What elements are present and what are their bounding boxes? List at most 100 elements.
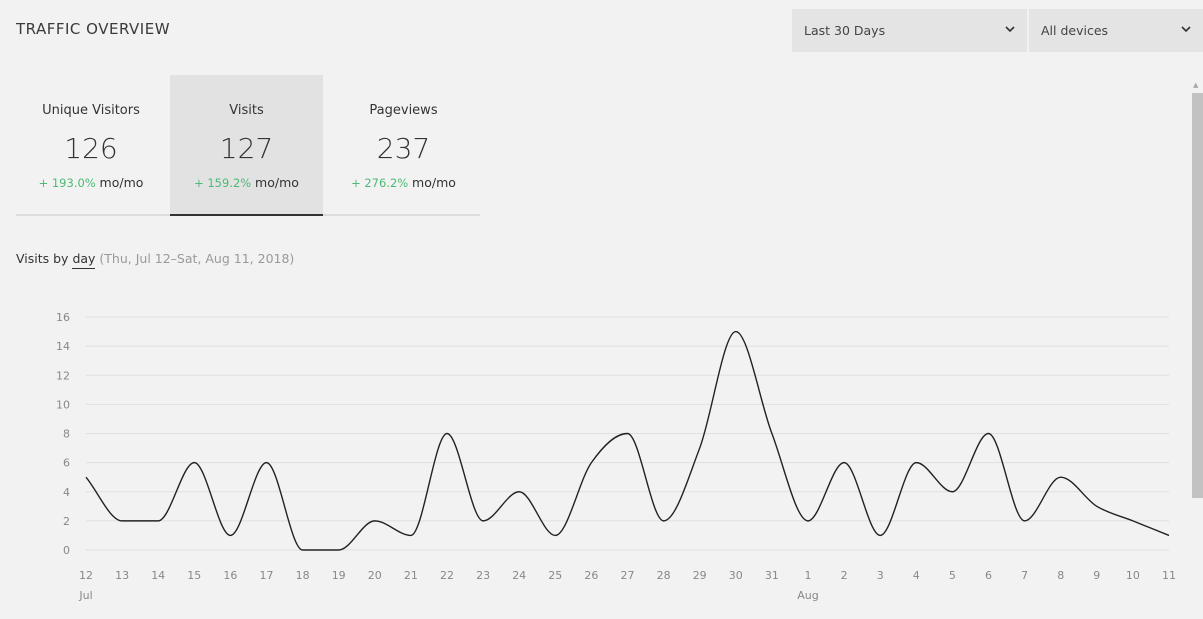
device-label: All devices <box>1041 23 1109 38</box>
x-tick-label: 8 <box>1057 569 1064 582</box>
data-point <box>734 330 737 333</box>
x-tick-label: 30 <box>729 569 743 582</box>
x-tick-label: 19 <box>332 569 346 582</box>
x-tick-label: 9 <box>1093 569 1100 582</box>
x-tick-label: 17 <box>260 569 274 582</box>
metric-change-unit: mo/mo <box>412 175 456 190</box>
metric-change-pct: + 159.2% <box>194 176 252 190</box>
date-range-label: Last 30 Days <box>804 23 886 38</box>
data-point <box>121 519 124 522</box>
metric-change-unit: mo/mo <box>99 175 144 190</box>
granularity-link[interactable]: day <box>72 251 96 269</box>
data-point <box>301 549 304 552</box>
data-point <box>337 549 340 552</box>
x-tick-label: 16 <box>223 569 237 582</box>
metric-value: 237 <box>376 132 431 165</box>
metric-tab-pageviews[interactable]: Pageviews 237 + 276.2% mo/mo <box>327 75 480 216</box>
metric-change: + 193.0% mo/mo <box>16 175 166 190</box>
data-point <box>373 519 376 522</box>
data-point <box>770 432 773 435</box>
data-point <box>554 534 557 537</box>
metric-value: 126 <box>64 132 118 165</box>
x-tick-label: 7 <box>1021 569 1028 582</box>
data-point <box>409 534 412 537</box>
metric-change: + 276.2% mo/mo <box>327 175 480 190</box>
data-point <box>807 519 810 522</box>
scroll-up-icon[interactable]: ▲ <box>1193 81 1199 89</box>
data-point <box>879 534 882 537</box>
y-tick-label: 6 <box>63 457 70 470</box>
x-tick-label: 12 <box>79 569 93 582</box>
metric-label: Unique Visitors <box>42 103 140 118</box>
x-tick-label: 11 <box>1162 569 1176 582</box>
y-tick-label: 8 <box>63 428 70 441</box>
x-tick-label: 20 <box>368 569 382 582</box>
data-point <box>85 476 88 479</box>
data-point <box>1023 519 1026 522</box>
x-tick-label: 23 <box>476 569 490 582</box>
page-title: TRAFFIC OVERVIEW <box>16 20 171 38</box>
y-tick-label: 14 <box>56 340 70 353</box>
data-point <box>987 432 990 435</box>
x-tick-label: 1 <box>805 569 812 582</box>
data-point <box>193 461 196 464</box>
metric-label: Pageviews <box>369 103 438 118</box>
date-range-select[interactable]: Last 30 Days <box>792 9 1027 52</box>
y-tick-label: 4 <box>63 486 70 499</box>
data-point <box>157 519 160 522</box>
data-point <box>951 490 954 493</box>
x-tick-label: 25 <box>548 569 562 582</box>
data-point <box>446 432 449 435</box>
data-point <box>843 461 846 464</box>
chart-subtitle: Visits by day (Thu, Jul 12–Sat, Aug 11, … <box>16 251 295 269</box>
x-tick-label: 29 <box>693 569 707 582</box>
x-tick-label: 26 <box>584 569 598 582</box>
metric-tab-visits[interactable]: Visits 127 + 159.2% mo/mo <box>170 75 323 216</box>
x-tick-label: 5 <box>949 569 956 582</box>
metric-change-pct: + 276.2% <box>351 176 409 190</box>
metric-change: + 159.2% mo/mo <box>170 175 323 190</box>
data-point <box>590 461 593 464</box>
y-tick-label: 16 <box>56 311 70 324</box>
y-tick-label: 12 <box>56 369 70 382</box>
month-label: Jul <box>78 589 92 602</box>
x-tick-label: 27 <box>621 569 635 582</box>
scrollbar-thumb[interactable] <box>1192 93 1203 498</box>
series-line <box>85 330 1170 551</box>
subtitle-range: (Thu, Jul 12–Sat, Aug 11, 2018) <box>99 251 295 266</box>
data-point <box>1168 534 1171 537</box>
data-point <box>265 461 268 464</box>
data-point <box>662 519 665 522</box>
month-label: Aug <box>797 589 818 602</box>
metric-tab-unique-visitors[interactable]: Unique Visitors 126 + 193.0% mo/mo <box>16 75 166 216</box>
x-tick-label: 2 <box>841 569 848 582</box>
y-tick-label: 10 <box>56 398 70 411</box>
metric-change-pct: + 193.0% <box>38 176 96 190</box>
metrics-tabs: Unique Visitors 126 + 193.0% mo/mo Visit… <box>16 75 480 216</box>
device-select[interactable]: All devices <box>1029 9 1203 52</box>
x-tick-label: 4 <box>913 569 920 582</box>
x-tick-label: 14 <box>151 569 165 582</box>
data-point <box>518 490 521 493</box>
x-tick-label: 15 <box>187 569 201 582</box>
x-tick-label: 28 <box>657 569 671 582</box>
x-tick-label: 6 <box>985 569 992 582</box>
data-point <box>698 447 701 450</box>
data-point <box>482 519 485 522</box>
y-tick-label: 0 <box>63 544 70 557</box>
chevron-down-icon <box>1005 25 1015 36</box>
chevron-down-icon <box>1181 25 1191 36</box>
data-point <box>1059 476 1062 479</box>
x-tick-label: 13 <box>115 569 129 582</box>
metric-change-unit: mo/mo <box>255 175 299 190</box>
x-tick-label: 18 <box>296 569 310 582</box>
data-point <box>915 461 918 464</box>
data-point <box>229 534 232 537</box>
data-point <box>626 432 629 435</box>
x-tick-label: 3 <box>877 569 884 582</box>
x-tick-label: 21 <box>404 569 418 582</box>
data-point <box>1131 519 1134 522</box>
x-tick-label: 22 <box>440 569 454 582</box>
metric-label: Visits <box>229 103 264 118</box>
